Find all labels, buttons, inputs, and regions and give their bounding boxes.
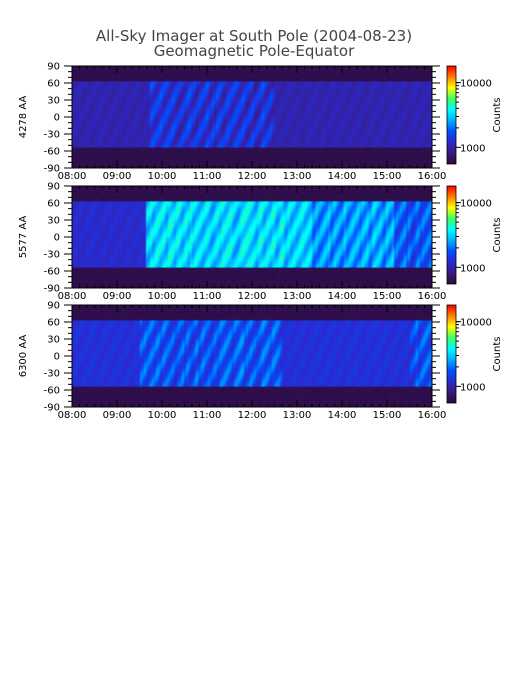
colorbar [446, 304, 457, 404]
y-tick-label: -30 [44, 369, 60, 380]
colorbar-tick-label: 1000 [460, 143, 485, 154]
y-tick-label: 60 [47, 318, 60, 329]
y-tick-label: -30 [44, 250, 60, 261]
y-tick-label: 0 [54, 233, 60, 244]
x-tick-label: 10:00 [148, 291, 177, 302]
colorbar [446, 65, 457, 165]
y-tick-label: -30 [44, 130, 60, 141]
x-tick-label: 14:00 [328, 410, 357, 421]
y-tick-label: -90 [44, 164, 60, 175]
x-tick-label: 11:00 [193, 171, 222, 182]
y-tick-label: -90 [44, 284, 60, 295]
x-tick-label: 13:00 [283, 410, 312, 421]
colorbar-label: Counts [492, 218, 503, 253]
y-tick-label: 90 [47, 62, 60, 73]
x-tick-label: 14:00 [328, 171, 357, 182]
x-tick-label: 15:00 [373, 291, 402, 302]
x-tick-label: 08:00 [58, 410, 87, 421]
x-tick-label: 16:00 [418, 171, 447, 182]
y-tick-label: 0 [54, 352, 60, 363]
chart-title: All-Sky Imager at South Pole (2004-08-23… [96, 27, 412, 45]
colorbar-tick-label: 10000 [460, 199, 492, 210]
x-tick-label: 11:00 [193, 291, 222, 302]
chart-subtitle: Geomagnetic Pole-Equator [154, 42, 355, 60]
x-tick-label: 08:00 [58, 291, 87, 302]
y-tick-label: -60 [44, 147, 60, 158]
x-tick-label: 08:00 [58, 171, 87, 182]
colorbar [446, 185, 457, 285]
y-tick-label: -60 [44, 267, 60, 278]
x-tick-label: 11:00 [193, 410, 222, 421]
x-tick-label: 09:00 [103, 291, 132, 302]
y-tick-label: -60 [44, 386, 60, 397]
y-tick-label: -90 [44, 403, 60, 414]
colorbar-label: Counts [492, 98, 503, 133]
y-tick-label: 90 [47, 182, 60, 193]
x-tick-label: 10:00 [148, 410, 177, 421]
x-tick-label: 09:00 [103, 410, 132, 421]
x-tick-label: 12:00 [238, 410, 267, 421]
x-tick-label: 16:00 [418, 410, 447, 421]
x-tick-label: 14:00 [328, 291, 357, 302]
x-tick-label: 12:00 [238, 171, 267, 182]
x-tick-label: 16:00 [418, 291, 447, 302]
colorbar-label: Counts [492, 337, 503, 372]
y-tick-label: 0 [54, 113, 60, 124]
y-axis-label: 5577 AA [18, 216, 29, 259]
y-axis-label: 4278 AA [18, 96, 29, 139]
heatmap-image [72, 66, 432, 168]
heatmap-image [72, 305, 432, 407]
y-tick-label: 30 [47, 96, 60, 107]
x-tick-label: 12:00 [238, 291, 267, 302]
x-tick-label: 10:00 [148, 171, 177, 182]
colorbar-tick-label: 10000 [460, 318, 492, 329]
y-tick-label: 60 [47, 199, 60, 210]
y-axis-label: 6300 AA [18, 335, 29, 378]
x-tick-label: 15:00 [373, 410, 402, 421]
y-tick-label: 30 [47, 216, 60, 227]
y-tick-label: 90 [47, 301, 60, 312]
y-tick-label: 30 [47, 335, 60, 346]
heatmap-image [72, 186, 432, 288]
y-tick-label: 60 [47, 79, 60, 90]
x-tick-label: 15:00 [373, 171, 402, 182]
colorbar-tick-label: 1000 [460, 263, 485, 274]
x-tick-label: 13:00 [283, 171, 312, 182]
colorbar-tick-label: 1000 [460, 382, 485, 393]
x-tick-label: 09:00 [103, 171, 132, 182]
colorbar-tick-label: 10000 [460, 79, 492, 90]
x-tick-label: 13:00 [283, 291, 312, 302]
